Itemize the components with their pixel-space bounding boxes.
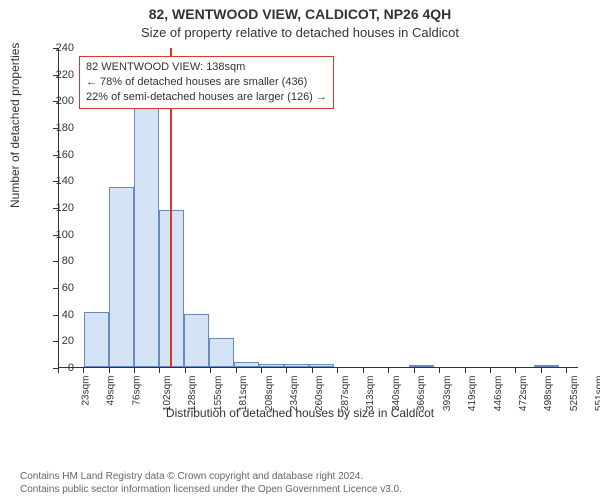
- x-tick: [388, 368, 389, 373]
- histogram-bar: [259, 364, 284, 367]
- y-tick-label: 220: [56, 69, 74, 81]
- page-title-sub: Size of property relative to detached ho…: [0, 22, 600, 40]
- x-axis-label: Distribution of detached houses by size …: [0, 406, 600, 420]
- x-tick: [83, 368, 84, 373]
- y-axis-label: Number of detached properties: [8, 43, 22, 208]
- x-tick-label: 49sqm: [106, 376, 117, 406]
- y-tick-label: 180: [56, 122, 74, 134]
- histogram-bar: [534, 365, 559, 367]
- histogram-bar: [234, 362, 259, 367]
- x-tick: [414, 368, 415, 373]
- histogram-bar: [134, 100, 159, 367]
- x-tick: [465, 368, 466, 373]
- histogram-bar: [284, 364, 309, 367]
- x-tick: [515, 368, 516, 373]
- y-tick: [53, 288, 58, 289]
- y-tick: [53, 261, 58, 262]
- x-tick-label: 76sqm: [131, 376, 142, 406]
- distribution-chart: Number of detached properties 82 WENTWOO…: [0, 44, 600, 424]
- annotation-line: 22% of semi-detached houses are larger (…: [86, 90, 327, 105]
- y-tick-label: 200: [56, 95, 74, 107]
- x-tick: [58, 368, 59, 373]
- y-tick-label: 240: [56, 42, 74, 54]
- x-tick: [337, 368, 338, 373]
- histogram-bar: [109, 187, 134, 367]
- page-title-main: 82, WENTWOOD VIEW, CALDICOT, NP26 4QH: [0, 0, 600, 22]
- y-tick-label: 20: [62, 335, 74, 347]
- x-tick: [109, 368, 110, 373]
- x-tick: [566, 368, 567, 373]
- y-tick-label: 0: [68, 362, 74, 374]
- y-tick: [53, 315, 58, 316]
- histogram-bar: [409, 365, 434, 367]
- y-tick-label: 40: [62, 309, 74, 321]
- x-tick: [159, 368, 160, 373]
- x-tick-label: 23sqm: [81, 376, 92, 406]
- y-tick: [53, 341, 58, 342]
- histogram-bar: [84, 312, 109, 367]
- x-tick: [439, 368, 440, 373]
- copyright-line-1: Contains HM Land Registry data © Crown c…: [20, 470, 580, 483]
- x-tick: [261, 368, 262, 373]
- x-tick: [185, 368, 186, 373]
- x-tick: [541, 368, 542, 373]
- copyright-line-2: Contains public sector information licen…: [20, 483, 580, 496]
- copyright-notice: Contains HM Land Registry data © Crown c…: [20, 470, 580, 496]
- x-tick: [210, 368, 211, 373]
- x-tick: [236, 368, 237, 373]
- histogram-bar: [184, 314, 209, 367]
- plot-area: 82 WENTWOOD VIEW: 138sqm← 78% of detache…: [58, 48, 578, 368]
- annotation-line: ← 78% of detached houses are smaller (43…: [86, 75, 327, 90]
- y-tick-label: 80: [62, 255, 74, 267]
- y-tick-label: 160: [56, 149, 74, 161]
- x-tick: [363, 368, 364, 373]
- histogram-bar: [309, 364, 334, 367]
- x-tick: [312, 368, 313, 373]
- histogram-bar: [209, 338, 234, 367]
- y-tick-label: 120: [56, 202, 74, 214]
- annotation-box: 82 WENTWOOD VIEW: 138sqm← 78% of detache…: [79, 56, 334, 109]
- y-tick-label: 140: [56, 175, 74, 187]
- x-tick: [490, 368, 491, 373]
- y-tick-label: 100: [56, 229, 74, 241]
- x-tick: [134, 368, 135, 373]
- annotation-line: 82 WENTWOOD VIEW: 138sqm: [86, 60, 327, 75]
- y-tick-label: 60: [62, 282, 74, 294]
- x-tick: [286, 368, 287, 373]
